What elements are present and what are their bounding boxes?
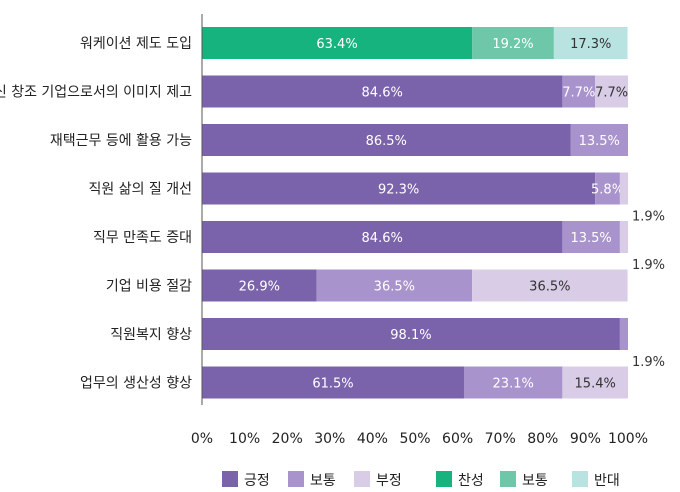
bar-value-label: 7.7% xyxy=(562,86,595,101)
x-tick-label: 0% xyxy=(191,431,213,447)
bar-value-label: 1.9% xyxy=(632,258,665,273)
bar-value-label: 7.7% xyxy=(595,86,628,101)
bar-value-label: 92.3% xyxy=(378,183,419,198)
x-tick-label: 40% xyxy=(357,431,388,447)
x-tick-label: 60% xyxy=(442,431,473,447)
x-axis-ticks: 0% 10% 20% 30% 40% 50% 60% 70% 80% 90% 100% xyxy=(191,431,648,447)
category-label: 워케이션 제도 도입 xyxy=(80,36,192,52)
bar-value-label: 36.5% xyxy=(374,280,415,295)
bar-value-label: 1.9% xyxy=(632,355,665,370)
legend-label: 보통 xyxy=(310,473,336,489)
bar-segment xyxy=(202,27,473,59)
bar-value-label: 26.9% xyxy=(239,280,280,295)
bar-segment xyxy=(619,221,628,253)
bar-value-label: 13.5% xyxy=(579,134,620,149)
bar-value-label: 86.5% xyxy=(366,134,407,149)
x-tick-label: 70% xyxy=(485,431,516,447)
bar-value-label: 13.5% xyxy=(570,231,611,246)
bar-segment xyxy=(316,269,473,302)
x-tick-label: 20% xyxy=(272,431,303,447)
legend: 긍정 보통 부정 찬성 보통 반대 xyxy=(222,471,620,489)
legend-swatch xyxy=(500,471,516,487)
legend-swatch xyxy=(288,471,304,487)
bar-segment xyxy=(202,75,563,108)
bar-value-label: 23.1% xyxy=(493,377,534,392)
bar-segment xyxy=(562,221,620,253)
bar-segment xyxy=(202,366,464,399)
bar-segment xyxy=(595,172,620,205)
category-label: 업무의 생산성 향상 xyxy=(80,376,192,392)
bar-segment xyxy=(202,221,563,253)
bar-segment xyxy=(472,27,554,59)
category-label: 직원 삶의 질 개선 xyxy=(88,182,192,198)
bar-value-label: 5.8% xyxy=(591,183,624,198)
bar-segment xyxy=(619,172,628,205)
x-tick-label: 100% xyxy=(608,431,648,447)
bar-value-label: 63.4% xyxy=(316,37,357,52)
bar-segment xyxy=(463,366,563,399)
bar-segment xyxy=(619,318,628,350)
bar-value-label: 17.3% xyxy=(570,37,611,52)
bar-segment xyxy=(202,124,571,156)
x-tick-label: 90% xyxy=(570,431,601,447)
legend-swatch xyxy=(436,471,452,487)
bar-value-label: 15.4% xyxy=(575,377,616,392)
x-tick-label: 30% xyxy=(314,431,345,447)
bar-value-label: 61.5% xyxy=(312,377,353,392)
legend-label: 부정 xyxy=(376,473,402,489)
bar-segment xyxy=(202,318,620,350)
legend-label: 보통 xyxy=(522,473,548,489)
bar-value-label: 98.1% xyxy=(390,328,431,343)
legend-swatch xyxy=(572,471,588,487)
category-label: 직무 만족도 증대 xyxy=(93,230,192,246)
legend-label: 찬성 xyxy=(458,473,484,489)
legend-swatch xyxy=(354,471,370,487)
bar-segment xyxy=(570,124,628,156)
bar-value-label: 19.2% xyxy=(492,37,533,52)
bar-value-label: 1.9% xyxy=(632,210,665,225)
bar-segment xyxy=(562,366,628,399)
legend-swatch xyxy=(222,471,238,487)
bars-layer: 63.4% 19.2% 17.3% 84.6% 7.7% 7.7% 86.5% 13.5% 92… xyxy=(202,27,665,399)
bar-value-label: 84.6% xyxy=(362,231,403,246)
bar-value-label: 36.5% xyxy=(529,280,570,295)
bar-segment xyxy=(595,75,628,108)
category-label: 기업 비용 절감 xyxy=(106,279,192,295)
bar-segment xyxy=(562,75,596,108)
legend-label: 긍정 xyxy=(244,473,270,489)
legend-label: 반대 xyxy=(594,473,620,489)
x-tick-label: 80% xyxy=(527,431,558,447)
bar-segment xyxy=(472,269,628,302)
bar-segment xyxy=(202,269,317,302)
category-label: 직원복지 향상 xyxy=(110,327,192,343)
x-tick-label: 50% xyxy=(399,431,430,447)
x-tick-label: 10% xyxy=(229,431,260,447)
bar-segment xyxy=(553,27,628,59)
bar-value-label: 84.6% xyxy=(362,86,403,101)
bar-segment xyxy=(202,172,596,205)
category-label: 재택근무 등에 활용 가능 xyxy=(50,133,192,149)
category-label: 혁신 창조 기업으로서의 이미지 제고 xyxy=(0,85,192,101)
